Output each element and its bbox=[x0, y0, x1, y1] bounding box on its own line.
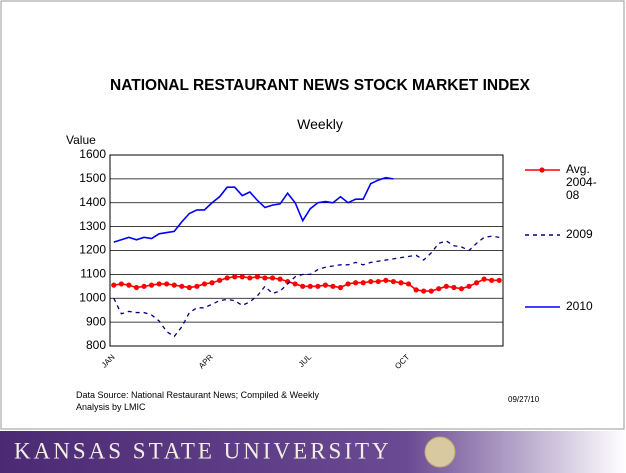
series-marker bbox=[496, 277, 502, 283]
series-marker bbox=[300, 283, 306, 289]
chart-subtitle: Weekly bbox=[297, 116, 343, 132]
y-tick-label: 1400 bbox=[79, 195, 106, 209]
date-note: 09/27/10 bbox=[508, 395, 540, 404]
series-marker bbox=[383, 277, 389, 283]
legend-label: Avg. 2004-08 bbox=[566, 162, 597, 202]
series-marker bbox=[330, 283, 336, 289]
series-marker bbox=[368, 278, 374, 285]
legend-label: 2009 bbox=[566, 227, 593, 241]
series-marker bbox=[216, 277, 223, 283]
series-marker bbox=[489, 277, 495, 283]
series-marker bbox=[353, 280, 359, 286]
series-line bbox=[113, 275, 500, 292]
series-marker bbox=[398, 280, 404, 286]
footer-text: KANSAS STATE UNIVERSITY bbox=[14, 438, 392, 463]
series-marker bbox=[413, 287, 419, 293]
series-marker bbox=[209, 280, 215, 286]
chart-title: NATIONAL RESTAURANT NEWS STOCK MARKET IN… bbox=[110, 77, 530, 94]
series-marker bbox=[337, 284, 344, 291]
y-tick-label: 800 bbox=[86, 338, 106, 352]
series-marker bbox=[292, 281, 298, 287]
series-marker bbox=[481, 276, 487, 282]
y-tick-label: 1500 bbox=[79, 171, 106, 185]
series-marker bbox=[239, 274, 245, 280]
series-line bbox=[113, 176, 394, 243]
series-marker bbox=[458, 286, 465, 292]
x-tick-label: JUL bbox=[297, 352, 314, 369]
series-marker bbox=[473, 280, 480, 286]
x-tick-label: APR bbox=[197, 352, 215, 370]
y-tick-label: 900 bbox=[86, 314, 106, 328]
series-marker bbox=[315, 283, 321, 289]
series-marker bbox=[405, 281, 412, 287]
series-marker bbox=[443, 283, 449, 289]
series-marker bbox=[322, 282, 328, 288]
seal bbox=[424, 436, 456, 468]
series-marker bbox=[466, 283, 472, 289]
y-tick-label: 1000 bbox=[79, 290, 106, 304]
series-marker bbox=[141, 283, 147, 289]
y-tick-label: 1100 bbox=[80, 267, 106, 281]
series-marker bbox=[224, 275, 230, 281]
plot-frame bbox=[109, 154, 504, 347]
series-marker bbox=[262, 275, 268, 281]
series-marker bbox=[111, 282, 117, 288]
x-tick-label: JAN bbox=[100, 352, 117, 369]
x-tick-label: OCT bbox=[393, 352, 411, 370]
series-marker bbox=[232, 274, 238, 280]
series-marker bbox=[277, 276, 283, 282]
y-tick-label: 1200 bbox=[79, 243, 106, 257]
series-marker bbox=[201, 281, 208, 287]
y-axis-label: Value bbox=[66, 133, 96, 147]
series-marker bbox=[428, 288, 434, 294]
series-marker bbox=[126, 282, 132, 288]
series-marker bbox=[179, 283, 185, 289]
series-marker bbox=[307, 283, 313, 289]
y-tick-label: 1600 bbox=[79, 147, 106, 161]
series-marker bbox=[436, 286, 442, 292]
series-marker bbox=[451, 284, 457, 291]
series-marker bbox=[171, 282, 177, 288]
legend-label: 2010 bbox=[566, 299, 593, 313]
series-marker bbox=[194, 283, 200, 289]
series-marker bbox=[148, 282, 155, 288]
series-marker bbox=[164, 281, 170, 287]
series-marker bbox=[390, 278, 397, 285]
slide-border bbox=[0, 0, 625, 430]
series-marker bbox=[156, 281, 162, 287]
series-line bbox=[113, 235, 500, 338]
series-marker bbox=[375, 278, 381, 285]
series-marker bbox=[118, 281, 124, 287]
series-marker bbox=[247, 275, 253, 281]
footer-band bbox=[0, 431, 626, 473]
source-note: Data Source: National Restaurant News; C… bbox=[76, 390, 319, 412]
series-marker bbox=[345, 281, 351, 287]
series-marker bbox=[421, 288, 427, 294]
series-marker bbox=[360, 280, 366, 286]
series-marker bbox=[186, 284, 192, 291]
y-tick-label: 1300 bbox=[79, 219, 106, 233]
legend-marker bbox=[539, 167, 545, 173]
series-marker bbox=[254, 274, 260, 280]
series-marker bbox=[269, 275, 276, 281]
series-marker bbox=[133, 284, 140, 291]
